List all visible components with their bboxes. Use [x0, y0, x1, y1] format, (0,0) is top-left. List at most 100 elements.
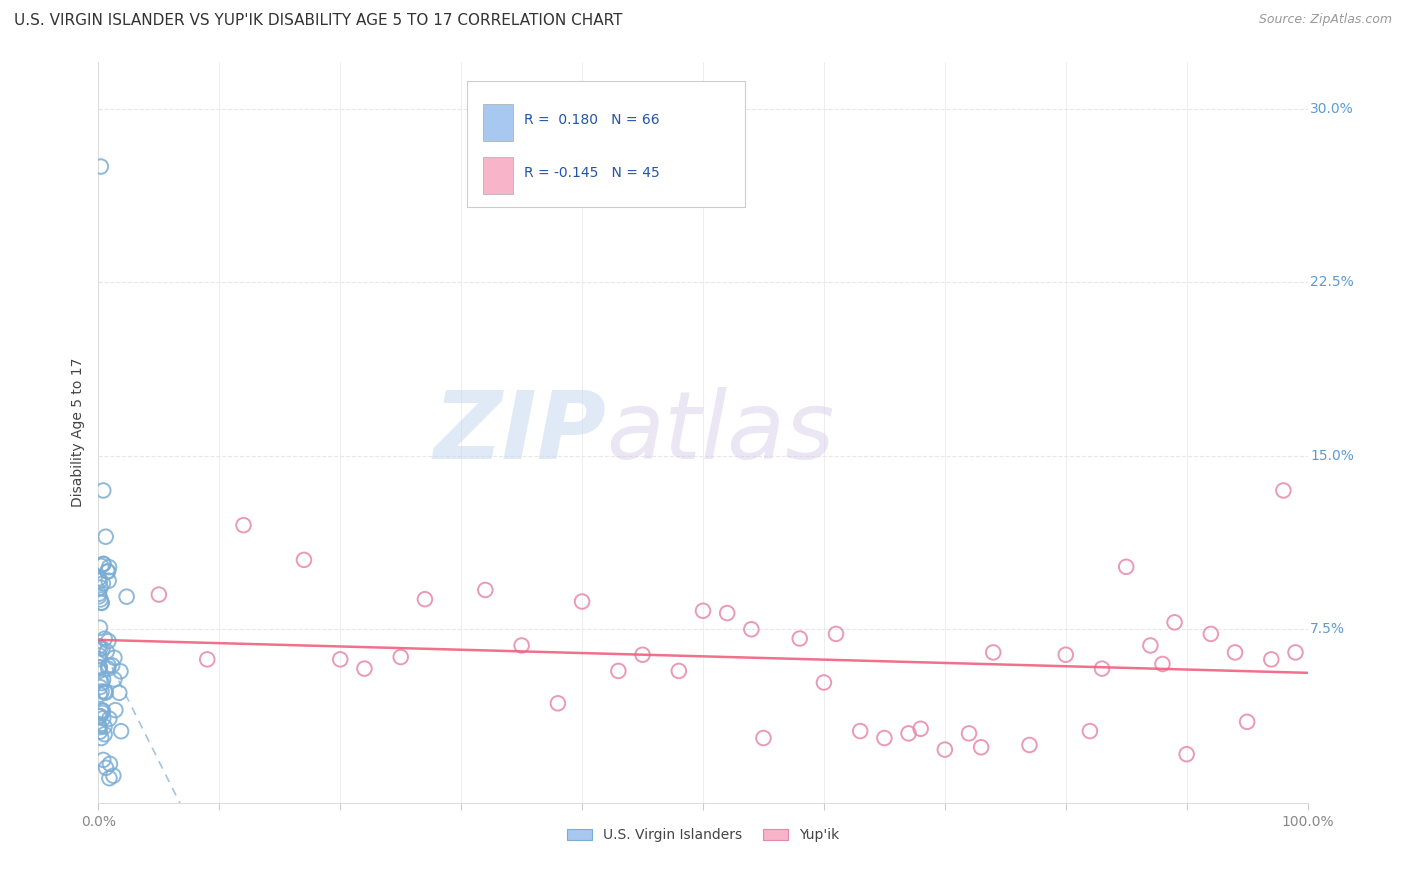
Point: [110, 665, 132, 679]
Point: [91, 703, 114, 717]
Point: [668, 664, 690, 678]
Point: [91, 557, 114, 571]
Point: [91, 673, 114, 687]
Point: [115, 590, 138, 604]
Point: [1152, 657, 1174, 671]
Point: [148, 588, 170, 602]
Point: [87, 652, 110, 666]
Point: [98, 756, 121, 771]
Point: [873, 731, 896, 745]
Point: [1175, 747, 1198, 762]
Text: U.S. VIRGIN ISLANDER VS YUP'IK DISABILITY AGE 5 TO 17 CORRELATION CHART: U.S. VIRGIN ISLANDER VS YUP'IK DISABILIT…: [14, 13, 623, 29]
Point: [104, 703, 127, 717]
Point: [98, 712, 121, 726]
Point: [1018, 738, 1040, 752]
Point: [90, 558, 112, 573]
Y-axis label: Disability Age 5 to 17: Disability Age 5 to 17: [72, 358, 86, 508]
Point: [96, 644, 118, 658]
Point: [89, 621, 111, 635]
Point: [195, 652, 218, 666]
Text: atlas: atlas: [606, 387, 835, 478]
Point: [98, 560, 121, 574]
Point: [87, 664, 110, 678]
Bar: [482, 157, 513, 194]
Point: [87, 587, 110, 601]
Point: [93, 685, 115, 699]
Point: [101, 658, 124, 673]
Point: [571, 594, 593, 608]
Point: [89, 720, 111, 734]
Point: [87, 719, 110, 733]
Point: [90, 160, 112, 174]
Point: [1139, 639, 1161, 653]
Point: [981, 645, 1004, 659]
Point: [103, 650, 125, 665]
Point: [89, 660, 111, 674]
Point: [94, 685, 117, 699]
Text: R =  0.180   N = 66: R = 0.180 N = 66: [524, 113, 659, 128]
Point: [89, 574, 111, 588]
Point: [90, 684, 112, 698]
Text: 30.0%: 30.0%: [1310, 102, 1354, 116]
Point: [90, 731, 112, 745]
Point: [87, 571, 110, 585]
Text: 15.0%: 15.0%: [1310, 449, 1354, 463]
Point: [90, 592, 112, 607]
Legend: U.S. Virgin Islanders, Yup'ik: U.S. Virgin Islanders, Yup'ik: [561, 822, 845, 847]
Point: [93, 727, 115, 741]
Point: [1163, 615, 1185, 630]
Text: ZIP: ZIP: [433, 386, 606, 479]
Point: [87, 648, 110, 663]
Text: 7.5%: 7.5%: [1310, 623, 1346, 636]
Point: [825, 627, 848, 641]
Point: [87, 709, 110, 723]
FancyBboxPatch shape: [467, 81, 745, 207]
Point: [474, 582, 496, 597]
Point: [93, 557, 115, 571]
Point: [91, 576, 114, 591]
Text: Source: ZipAtlas.com: Source: ZipAtlas.com: [1258, 13, 1392, 27]
Point: [91, 706, 114, 720]
Point: [329, 652, 352, 666]
Point: [97, 662, 120, 676]
Point: [389, 650, 412, 665]
Point: [752, 731, 775, 745]
Point: [97, 574, 120, 588]
Point: [1284, 645, 1306, 659]
Point: [716, 606, 738, 620]
Point: [1272, 483, 1295, 498]
Point: [94, 530, 117, 544]
Point: [897, 726, 920, 740]
Point: [1199, 627, 1222, 641]
Point: [353, 662, 375, 676]
Point: [98, 771, 121, 785]
Point: [910, 722, 932, 736]
Point: [631, 648, 654, 662]
Point: [934, 742, 956, 756]
Point: [692, 604, 714, 618]
Point: [96, 565, 118, 579]
Point: [89, 660, 111, 674]
Point: [1115, 559, 1137, 574]
Point: [292, 553, 315, 567]
Point: [103, 769, 125, 783]
Point: [90, 596, 112, 610]
Point: [89, 581, 111, 595]
Point: [547, 696, 569, 710]
Point: [1091, 662, 1114, 676]
Point: [232, 518, 254, 533]
Point: [93, 632, 115, 646]
Point: [89, 724, 111, 739]
Point: [91, 704, 114, 718]
Text: R = -0.145   N = 45: R = -0.145 N = 45: [524, 167, 659, 180]
Point: [1078, 724, 1101, 739]
Point: [1054, 648, 1077, 662]
Point: [93, 720, 115, 734]
Point: [97, 658, 120, 673]
Point: [97, 634, 120, 648]
Point: [90, 596, 112, 610]
Point: [607, 664, 630, 678]
Point: [957, 726, 980, 740]
Point: [89, 709, 111, 723]
Point: [97, 565, 120, 579]
